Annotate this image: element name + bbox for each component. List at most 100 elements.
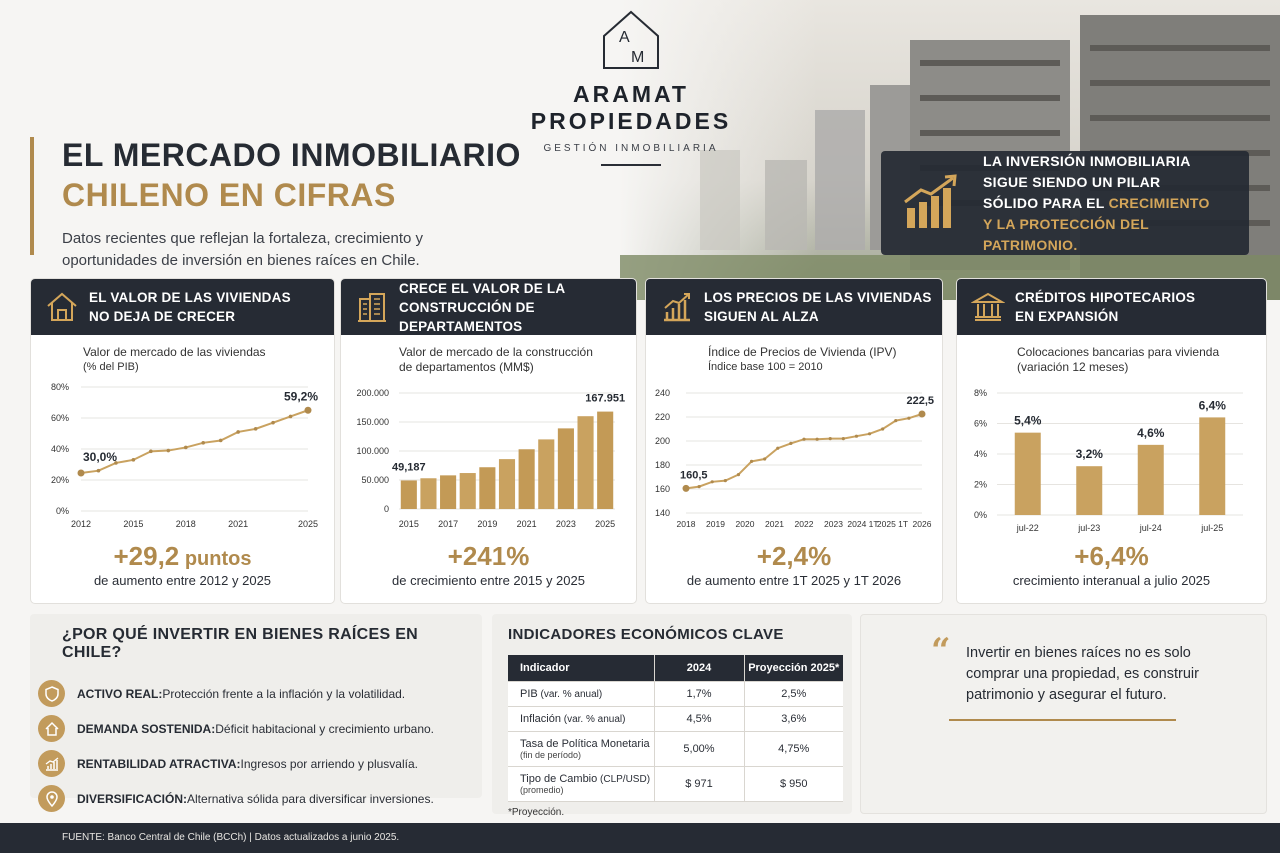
value-2024: $ 971 <box>653 766 744 802</box>
card-note: crecimiento interanual a julio 2025 <box>1012 573 1211 588</box>
x-tick-label: jul-25 <box>1200 523 1223 533</box>
data-point <box>183 445 188 450</box>
series-line <box>80 409 309 475</box>
logo-letter-a: A <box>619 29 630 46</box>
x-tick-label: 2024 1T <box>847 519 878 529</box>
callout-line2: SIGUE SIENDO UN PILAR <box>983 173 1161 190</box>
quote-divider <box>949 719 1176 721</box>
data-point <box>918 410 926 418</box>
callout-text: LA INVERSIÓN INMOBILIARIA SIGUE SIENDO U… <box>983 151 1231 256</box>
data-point <box>682 484 690 492</box>
y-tick-label: 6% <box>974 419 987 429</box>
why-item-text: Alternativa sólida para diversificar inv… <box>187 791 434 806</box>
value-2025: 4,75% <box>743 731 843 767</box>
card-header: LOS PRECIOS DE LAS VIVIENDAS SIGUEN AL AL… <box>646 279 942 335</box>
card-desc-line2: Índice base 100 = 2010 <box>708 361 823 373</box>
column-header: 2024 <box>653 655 744 682</box>
card-highlight-value: +29,2 <box>113 541 180 571</box>
logo-letter-m: M <box>631 49 644 66</box>
card-desc-line2: (% del PIB) <box>83 361 139 373</box>
indicator-name: Inflación (var. % anual) <box>508 706 654 732</box>
data-point <box>854 434 859 438</box>
bar <box>1014 432 1041 515</box>
y-tick-label: 200 <box>655 436 670 446</box>
card-desc-line1: Colocaciones bancarias para vivienda <box>1017 345 1220 359</box>
card-highlight: +2,4% <box>756 541 832 571</box>
series-line <box>685 413 923 490</box>
data-label: 222,5 <box>906 395 934 407</box>
y-tick-label: 20% <box>51 475 69 485</box>
table-row: Tipo de Cambio (CLP/USD) (promedio) $ 971… <box>508 766 843 802</box>
data-label: 30,0% <box>83 450 117 464</box>
card-header: CRECE EL VALOR DE LA CONSTRUCCIÓN DE DEPA… <box>341 279 636 335</box>
value-2025: $ 950 <box>743 766 843 802</box>
data-point <box>907 416 911 420</box>
bar <box>577 416 594 509</box>
card-header: EL VALOR DE LAS VIVIENDAS NO DEJA DE CREC… <box>31 279 334 335</box>
y-tick-label: 220 <box>655 412 670 422</box>
data-point <box>828 437 832 441</box>
value-2024: 4,5% <box>653 706 744 732</box>
data-point <box>253 427 258 431</box>
why-item: DEMANDA SOSTENIDA: Déficit habitacional … <box>38 711 482 746</box>
why-item: RENTABILIDAD ATRACTIVA: Ingresos por arr… <box>38 746 482 781</box>
y-tick-label: 240 <box>655 388 670 398</box>
bar <box>1199 417 1226 515</box>
y-tick-label: 8% <box>974 388 987 398</box>
data-point <box>749 459 754 463</box>
bank-icon <box>971 292 1005 321</box>
data-point <box>776 446 780 450</box>
data-point <box>881 427 885 431</box>
data-point <box>131 458 136 462</box>
x-tick-label: jul-23 <box>1077 523 1100 533</box>
page-title-line2: CHILENO EN CIFRAS <box>62 177 396 213</box>
callout-line4: Y LA PROTECCIÓN DEL PATRIMONIO. <box>983 215 1149 253</box>
building-icon <box>358 293 386 322</box>
data-point <box>763 457 767 461</box>
card-note: de aumento entre 2012 y 2025 <box>93 573 272 588</box>
data-label: 59,2% <box>284 389 318 403</box>
bar <box>518 449 535 509</box>
why-item-text: Ingresos por arriendo y plusvalía. <box>240 756 418 771</box>
data-point <box>149 449 153 454</box>
data-label: 5,4% <box>1014 414 1042 428</box>
bar <box>538 439 555 509</box>
brand-logo: A M ARAMAT PROPIEDADES GESTIÓN INMOBILIA… <box>470 8 792 166</box>
y-tick-label: 180 <box>655 460 670 470</box>
why-item: DIVERSIFICACIÓN: Alternativa sólida para… <box>38 781 482 816</box>
card-construction: CRECE EL VALOR DE LA CONSTRUCCIÓN DE DEPA… <box>340 278 637 604</box>
bar <box>1137 444 1164 515</box>
x-tick-label: 2023 <box>824 519 843 529</box>
data-point <box>802 437 806 441</box>
data-point <box>815 437 819 441</box>
y-tick-label: 2% <box>974 480 987 490</box>
table-row: PIB (var. % anual) 1,7% 2,5% <box>508 681 843 707</box>
y-tick-label: 0% <box>974 510 987 520</box>
x-tick-label: jul-22 <box>1016 523 1039 533</box>
why-item-label: DEMANDA SOSTENIDA: <box>77 721 216 736</box>
data-point <box>271 420 275 425</box>
x-tick-label: 2023 <box>556 519 576 529</box>
quote-panel: “ Invertir en bienes raíces no es solo c… <box>860 614 1267 814</box>
chart-mortgage-credit: 0% 2% 4% 6% 8% 5,4% jul-22 3,2% jul-23 4,6% jul-24… <box>974 388 1243 533</box>
why-invest-title: ¿POR QUÉ INVERTIR EN BIENES RAÍCES EN CH… <box>62 626 419 661</box>
indicator-name: Tasa de Política Monetaria (fin de períod… <box>508 731 654 767</box>
data-label: 6,4% <box>1199 398 1227 412</box>
why-invest-panel: ¿POR QUÉ INVERTIR EN BIENES RAÍCES EN CH… <box>30 614 482 812</box>
value-2024: 1,7% <box>653 681 744 707</box>
data-point <box>288 414 293 419</box>
table-row: Tasa de Política Monetaria (fin de períod… <box>508 731 843 767</box>
card-title-line1: EL VALOR DE LAS VIVIENDAS <box>89 290 291 305</box>
bar <box>440 475 457 509</box>
source-footer: FUENTE: Banco Central de Chile (BCCh) | … <box>0 823 1280 853</box>
x-tick-label: 2018 <box>176 519 196 529</box>
table-footnote: *Proyección. <box>508 806 565 818</box>
data-label: 49,187 <box>392 461 426 473</box>
table-row: Inflación (var. % anual) 4,5% 3,6% <box>508 706 843 732</box>
bar <box>400 480 417 509</box>
why-item-label: DIVERSIFICACIÓN: <box>77 791 188 806</box>
card-highlight: +241% <box>447 541 530 571</box>
data-label: 160,5 <box>680 469 708 481</box>
house-logo-icon: A M <box>603 10 659 69</box>
y-tick-label: 200.000 <box>356 388 389 398</box>
